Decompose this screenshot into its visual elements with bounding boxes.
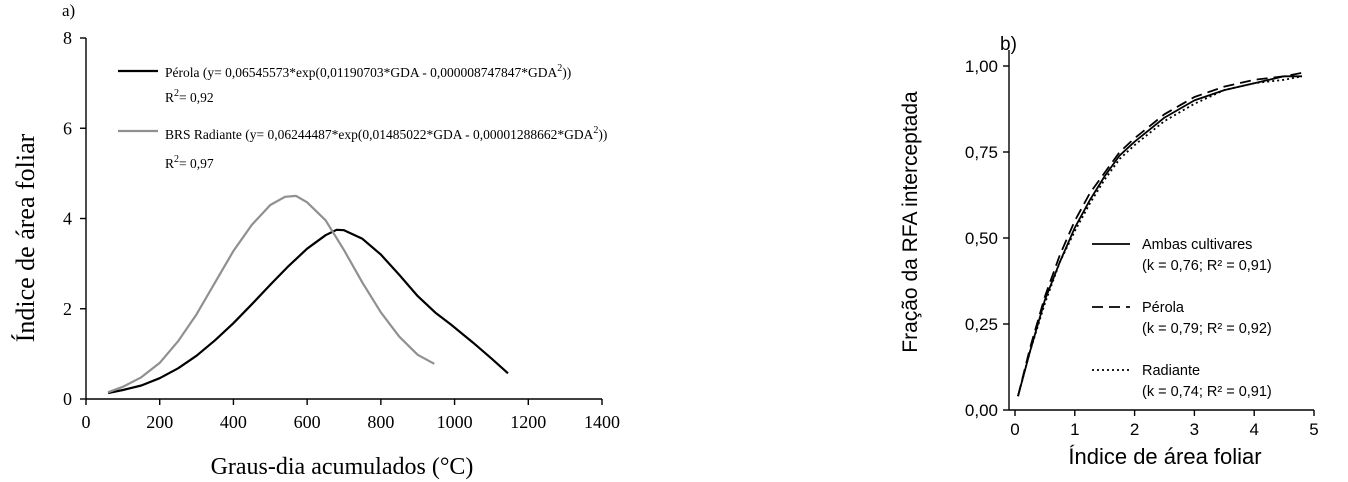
panel-b-x-tick-label: 5 bbox=[1309, 420, 1318, 439]
panel-b-x-tick-label: 3 bbox=[1190, 420, 1199, 439]
panel-b-y-tick-label: 0,25 bbox=[965, 315, 998, 334]
legend-stats: (k = 0,79; R² = 0,92) bbox=[1142, 321, 1272, 337]
panel-b-x-axis-label: Índice de área foliar bbox=[1068, 444, 1261, 469]
panel-a-y-tick-label: 6 bbox=[63, 118, 72, 138]
series-line-p-rola bbox=[107, 228, 509, 395]
series-line-brs-radiante bbox=[107, 194, 435, 394]
legend-label: Pérola bbox=[1142, 300, 1185, 316]
panel-a-x-tick-label: 0 bbox=[82, 412, 91, 432]
panel-a-y-tick-label: 0 bbox=[63, 389, 72, 409]
panel-b: b) Fração da RFA interceptada Índice de … bbox=[899, 34, 1319, 469]
series-line-p-rola bbox=[1017, 72, 1303, 397]
panel-b-legend: Ambas cultivares (k = 0,76; R² = 0,91) Pér… bbox=[1092, 237, 1272, 400]
panel-a-y-tick-label: 8 bbox=[63, 28, 72, 48]
panel-b-x-tick-label: 4 bbox=[1249, 420, 1258, 439]
legend-r2-perola: R2= 0,92 bbox=[165, 88, 214, 105]
panel-a-x-axis-label: Graus-dia acumulados (°C) bbox=[211, 454, 474, 480]
panel-a: a) Índice de área foliar Graus-dia acumu… bbox=[11, 1, 620, 480]
panel-b-y-tick-label: 1,00 bbox=[965, 57, 998, 76]
panel-b-y-axis-label: Fração da RFA interceptada bbox=[899, 91, 922, 353]
panel-b-y-tick-label: 0,50 bbox=[965, 229, 998, 248]
panel-b-y-tick-label: 0,00 bbox=[965, 401, 998, 420]
legend-label: Ambas cultivares bbox=[1142, 237, 1252, 253]
panel-b-y-tick-label: 0,75 bbox=[965, 143, 998, 162]
panel-a-x-tick-label: 600 bbox=[294, 412, 321, 432]
legend-r2-radiante: R2= 0,97 bbox=[165, 154, 214, 171]
panel-a-y-axis-label: Índice de área foliar bbox=[11, 133, 40, 342]
panel-b-x-tick-label: 0 bbox=[1010, 420, 1019, 439]
legend-stats: (k = 0,74; R² = 0,91) bbox=[1142, 384, 1272, 400]
legend-label: Radiante bbox=[1142, 363, 1200, 379]
panel-b-x-tick-label: 2 bbox=[1130, 420, 1139, 439]
panel-a-x-tick-label: 200 bbox=[146, 412, 173, 432]
panel-a-y-tick-label: 2 bbox=[63, 299, 72, 319]
panel-a-x-tick-label: 1200 bbox=[510, 412, 546, 432]
legend-stats: (k = 0,76; R² = 0,91) bbox=[1142, 258, 1272, 274]
legend-label-radiante: BRS Radiante (y= 0,06244487*exp(0,014850… bbox=[165, 125, 607, 142]
panel-a-x-tick-label: 800 bbox=[367, 412, 394, 432]
panel-b-label: b) bbox=[1000, 34, 1017, 55]
panel-a-x-tick-label: 1000 bbox=[437, 412, 473, 432]
panel-a-x-tick-label: 1400 bbox=[584, 412, 620, 432]
panel-a-legend: Pérola (y= 0,06545573*exp(0,01190703*GDA… bbox=[118, 63, 607, 171]
panel-b-x-tick-label: 1 bbox=[1070, 420, 1079, 439]
legend-label-perola: Pérola (y= 0,06545573*exp(0,01190703*GDA… bbox=[165, 63, 571, 80]
panel-a-x-tick-label: 400 bbox=[220, 412, 247, 432]
series-line-radiante bbox=[1017, 75, 1303, 397]
panel-a-label: a) bbox=[62, 1, 75, 20]
panel-a-y-tick-label: 4 bbox=[63, 209, 72, 229]
